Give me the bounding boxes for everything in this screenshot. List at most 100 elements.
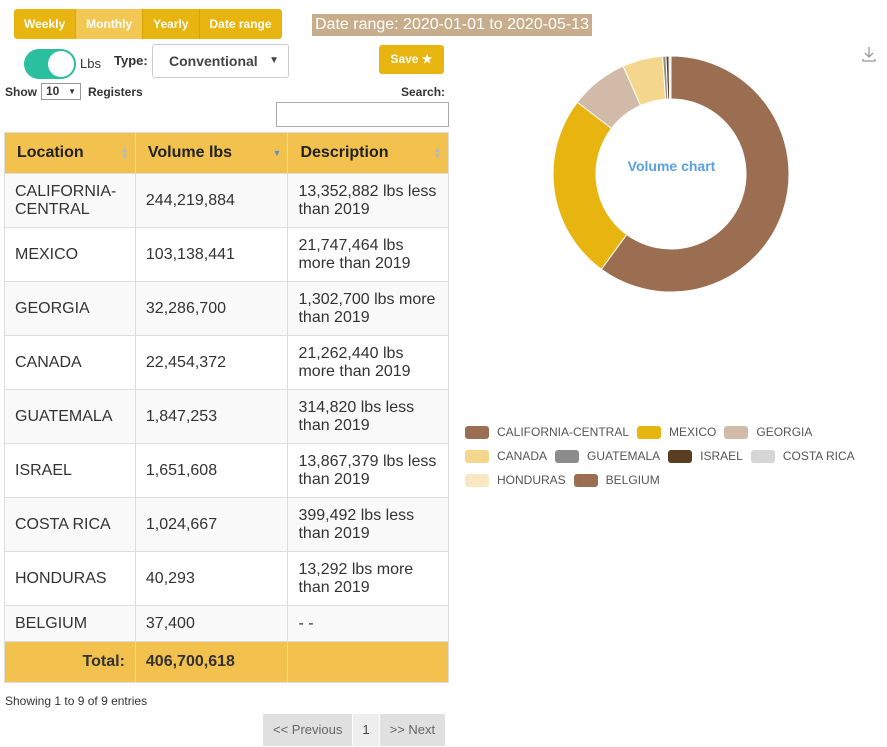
- type-label: Type:: [114, 53, 148, 68]
- cell-description: 13,292 lbs more than 2019: [287, 551, 449, 606]
- chart-title: Volume chart: [627, 158, 716, 174]
- cell-volume: 40,293: [134, 551, 289, 606]
- legend-item[interactable]: BELGIUM: [573, 473, 660, 487]
- cell-location: ISRAEL: [4, 443, 136, 498]
- legend-row: HONDURAS BELGIUM: [465, 468, 885, 492]
- sort-icon: ▲ ▼: [119, 144, 129, 161]
- table-row: BELGIUM 37,400- -: [4, 605, 449, 642]
- cell-volume: 103,138,441: [134, 227, 289, 282]
- table-row: HONDURAS 40,293 13,292 lbs more than 2019: [4, 551, 449, 606]
- cell-description: 13,352,882 lbs less than 2019: [287, 173, 449, 228]
- cell-location: HONDURAS: [4, 551, 136, 606]
- legend-item[interactable]: MEXICO: [637, 425, 716, 439]
- header-label: Location: [17, 144, 84, 161]
- cell-description: 21,747,464 lbs more than 2019: [287, 227, 449, 282]
- unit-label: Lbs: [80, 56, 101, 71]
- legend-label: ISRAEL: [700, 449, 743, 463]
- previous-button[interactable]: << Previous: [263, 714, 353, 746]
- cell-location: GUATEMALA: [4, 389, 136, 444]
- cell-description: 314,820 lbs less than 2019: [287, 389, 449, 444]
- cell-volume: 244,219,884: [134, 173, 289, 228]
- legend-item[interactable]: HONDURAS: [465, 473, 566, 487]
- legend-item[interactable]: GEORGIA: [724, 425, 812, 439]
- chart-legend: CALIFORNIA-CENTRAL MEXICO GEORGIA CANADA GUA…: [465, 420, 885, 492]
- date-range-label: Date range: 2020-01-01 to 2020-05-13: [312, 14, 592, 36]
- period-button-group: Weekly Monthly Yearly Date range: [14, 9, 282, 39]
- column-header-volume[interactable]: Volume lbs ▼: [134, 132, 289, 174]
- show-label: Show: [5, 85, 37, 99]
- cell-description: - -: [287, 605, 449, 642]
- table-row: CALIFORNIA-CENTRAL 244,219,884 13,352,882 …: [4, 173, 449, 228]
- unit-toggle[interactable]: [24, 49, 76, 79]
- table-row: COSTA RICA 1,024,667 399,492 lbs less than…: [4, 497, 449, 552]
- date-range-button[interactable]: Date range: [199, 9, 282, 39]
- weekly-button[interactable]: Weekly: [14, 9, 77, 39]
- header-label: Description: [300, 144, 389, 161]
- legend-label: CANADA: [497, 449, 548, 463]
- volume-donut-chart: [553, 56, 789, 292]
- legend-label: GUATEMALA: [587, 449, 661, 463]
- legend-item[interactable]: COSTA RICA: [750, 449, 855, 463]
- legend-row: CANADA GUATEMALA ISRAEL COSTA RICA: [465, 444, 885, 468]
- cell-volume: 22,454,372: [134, 335, 289, 390]
- legend-row: CALIFORNIA-CENTRAL MEXICO GEORGIA: [465, 420, 885, 444]
- data-table: Location ▲ ▼ Volume lbs ▼ Description ▲ ▼ CAL…: [4, 132, 449, 683]
- slice-mexico[interactable]: [553, 101, 628, 270]
- legend-label: GEORGIA: [756, 425, 813, 439]
- sort-desc-icon: ▼: [272, 148, 282, 158]
- legend-swatch: [637, 425, 662, 439]
- type-select-value: Conventional: [169, 53, 258, 69]
- column-header-location[interactable]: Location ▲ ▼: [4, 132, 136, 174]
- search-input[interactable]: [276, 102, 449, 127]
- save-button[interactable]: Save ★: [379, 45, 444, 74]
- table-row: GUATEMALA 1,847,253 314,820 lbs less than …: [4, 389, 449, 444]
- legend-swatch: [573, 473, 598, 487]
- toggle-knob: [48, 51, 74, 77]
- legend-swatch: [668, 449, 693, 463]
- type-select[interactable]: Conventional ▼: [152, 44, 289, 78]
- total-value: 406,700,618: [134, 641, 289, 683]
- cell-location: BELGIUM: [4, 605, 136, 642]
- sort-icon: ▲ ▼: [433, 144, 442, 161]
- chevron-down-icon: ▼: [68, 87, 76, 96]
- slice-california-central[interactable]: [600, 56, 789, 292]
- header-label: Volume lbs: [147, 144, 233, 161]
- legend-swatch: [724, 425, 749, 439]
- download-icon[interactable]: [862, 46, 876, 62]
- table-row: GEORGIA 32,286,700 1,302,700 lbs more than…: [4, 281, 449, 336]
- chevron-down-icon: ▼: [269, 55, 279, 66]
- monthly-button[interactable]: Monthly: [76, 9, 144, 39]
- registers-label: Registers: [88, 85, 143, 99]
- legend-item[interactable]: ISRAEL: [668, 449, 743, 463]
- next-button[interactable]: >> Next: [379, 714, 446, 746]
- legend-label: HONDURAS: [497, 473, 566, 487]
- cell-description: 399,492 lbs less than 2019: [287, 497, 449, 552]
- legend-item[interactable]: CALIFORNIA-CENTRAL: [465, 425, 629, 439]
- cell-volume: 1,024,667: [134, 497, 289, 552]
- cell-volume: 32,286,700: [134, 281, 289, 336]
- cell-description: 13,867,379 lbs less than 2019: [287, 443, 449, 498]
- legend-label: MEXICO: [669, 425, 717, 439]
- cell-description: 21,262,440 lbs more than 2019: [287, 335, 449, 390]
- legend-swatch: [750, 449, 775, 463]
- cell-location: MEXICO: [4, 227, 136, 282]
- table-row: CANADA 22,454,372 21,262,440 lbs more than…: [4, 335, 449, 390]
- entries-info: Showing 1 to 9 of 9 entries: [5, 694, 148, 708]
- search-label: Search:: [401, 85, 446, 99]
- page-1-button[interactable]: 1: [353, 714, 379, 746]
- table-row: MEXICO 103,138,441 21,747,464 lbs more tha…: [4, 227, 449, 282]
- legend-item[interactable]: CANADA: [465, 449, 547, 463]
- legend-swatch: [555, 449, 580, 463]
- page-length-value: 10: [46, 84, 60, 98]
- legend-item[interactable]: GUATEMALA: [555, 449, 660, 463]
- pagination: << Previous 1 >> Next: [263, 714, 446, 746]
- column-header-description[interactable]: Description ▲ ▼: [287, 132, 449, 174]
- legend-label: COSTA RICA: [782, 449, 855, 463]
- cell-location: COSTA RICA: [4, 497, 136, 552]
- page-length-select[interactable]: 10 ▼: [41, 83, 81, 100]
- total-label: Total:: [4, 641, 136, 683]
- cell-volume: 37,400: [134, 605, 289, 642]
- yearly-button[interactable]: Yearly: [143, 9, 200, 39]
- cell-volume: 1,847,253: [134, 389, 289, 444]
- legend-label: BELGIUM: [605, 473, 660, 487]
